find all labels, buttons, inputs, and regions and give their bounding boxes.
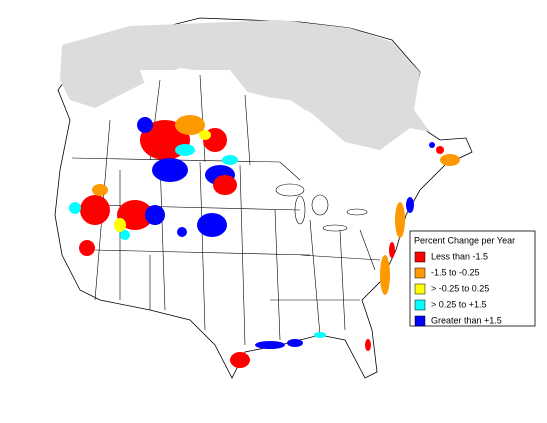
northern-region [60, 20, 430, 150]
data-region [80, 195, 110, 225]
legend-swatch [414, 283, 426, 295]
data-region [114, 218, 126, 232]
data-region [175, 144, 195, 156]
legend-label: Less than -1.5 [431, 251, 488, 261]
data-region [197, 213, 227, 237]
data-region [213, 175, 237, 195]
data-region [222, 155, 238, 165]
interior-white [140, 70, 320, 130]
data-region [389, 242, 395, 258]
lake [346, 208, 368, 216]
data-region [137, 117, 153, 133]
legend-swatch [414, 315, 426, 327]
lake [322, 224, 348, 232]
boundaries [71, 74, 381, 346]
data-region [365, 339, 371, 351]
lake [311, 194, 329, 216]
data-region [145, 205, 165, 225]
data-region [120, 230, 130, 240]
legend-label: -1.5 to -0.25 [431, 267, 480, 277]
data-region [92, 184, 108, 196]
data-region [380, 255, 390, 295]
data-region [436, 146, 444, 154]
data-region [440, 154, 460, 166]
data-region [255, 341, 285, 349]
data-region [152, 158, 188, 182]
data-region [287, 339, 303, 347]
data-region [314, 332, 326, 338]
data-region [177, 227, 187, 237]
data-region [230, 352, 250, 368]
legend-label: Greater than +1.5 [431, 315, 502, 325]
data-regions [69, 115, 460, 368]
legend-label: > -0.25 to 0.25 [431, 283, 489, 293]
legend-swatch [414, 267, 426, 279]
data-region [395, 202, 405, 238]
legend: Percent Change per Year Less than -1.5 -1… [409, 230, 536, 327]
data-region [117, 200, 153, 230]
data-region [429, 142, 435, 148]
data-region [406, 197, 414, 213]
data-region [175, 115, 205, 135]
lake [275, 183, 305, 197]
legend-box [409, 230, 536, 327]
legend-swatch [414, 251, 426, 263]
data-region [199, 130, 211, 140]
legend-title: Percent Change per Year [414, 235, 515, 245]
legend-label: > 0.25 to +1.5 [431, 299, 487, 309]
data-region [69, 202, 81, 214]
data-region [79, 240, 95, 256]
legend-swatch [414, 299, 426, 311]
